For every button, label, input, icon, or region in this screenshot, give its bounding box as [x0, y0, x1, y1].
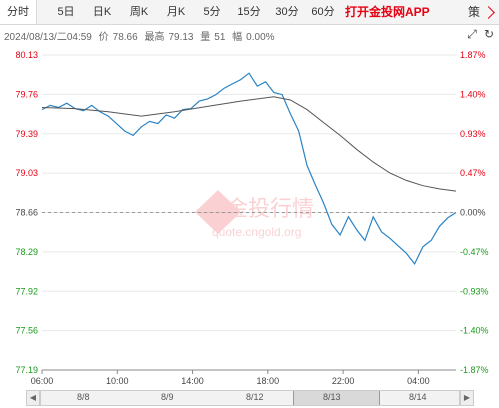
- average-line-series: [41, 96, 457, 192]
- volume-value: 51: [214, 32, 226, 43]
- navigator-label: 8/14: [409, 392, 427, 402]
- percent-tick-label: -0.93%: [460, 286, 489, 296]
- time-tick-label: 10:00: [106, 376, 129, 386]
- time-tick-label: 14:00: [181, 376, 204, 386]
- intraday-chart: 金投行情 quote.cngold.org 80.13 79.76 79.39 79.…: [15, 50, 489, 386]
- price-tick-label: 80.13: [15, 50, 38, 60]
- navigator-label: 8/9: [161, 392, 174, 402]
- period-tab-bar: 分时 5日 日K 周K 月K 5分 15分 30分 60分 打开金投网APP 策: [0, 0, 499, 25]
- watermark: 金投行情 quote.cngold.org: [195, 190, 314, 239]
- navigator-label: 8/8: [77, 392, 90, 402]
- grid-lines: [41, 54, 456, 374]
- navigator-label: 8/13: [323, 392, 341, 402]
- high-label: 最高: [144, 32, 165, 43]
- volume-label: 量: [200, 32, 211, 43]
- price-tick-label: 79.03: [15, 168, 38, 178]
- percent-tick-label: -1.40%: [460, 326, 489, 336]
- strategy-label[interactable]: 策: [468, 5, 481, 19]
- change-value: 0.00%: [246, 32, 275, 43]
- quote-datetime: 2024/08/13/二04:59: [4, 32, 92, 43]
- range-navigator[interactable]: 8/8 8/9 8/12 8/13 8/14: [40, 390, 460, 406]
- price-tick-label: 77.56: [15, 326, 38, 336]
- tab-daily-k[interactable]: 日K: [92, 6, 112, 18]
- percent-tick-label: 1.87%: [460, 50, 486, 60]
- change-label: 幅: [232, 32, 243, 43]
- percent-tick-label: -0.47%: [460, 247, 489, 257]
- refresh-icon[interactable]: ↻: [483, 27, 495, 41]
- price-tick-label: 78.29: [15, 247, 38, 257]
- price-line-series: [41, 72, 457, 266]
- time-axis: 06:00 10:00 14:00 18:00 22:00 04:00: [31, 376, 430, 386]
- time-tick-label: 18:00: [257, 376, 280, 386]
- price-tick-label: 77.92: [15, 286, 38, 296]
- navigator-left-button[interactable]: ◀: [26, 390, 40, 406]
- high-value: 79.13: [168, 32, 194, 43]
- tab-15-min[interactable]: 15分: [237, 6, 261, 18]
- navigator-right-button[interactable]: ▶: [460, 390, 474, 406]
- price-label: 价: [98, 32, 109, 43]
- navigator-label: 8/12: [246, 392, 264, 402]
- percent-tick-label: 0.47%: [460, 168, 486, 178]
- percent-tick-label: 1.40%: [460, 89, 486, 99]
- navigator-selection[interactable]: [293, 391, 380, 405]
- percent-tick-label: -1.87%: [460, 365, 489, 375]
- tab-5-day[interactable]: 5日: [57, 6, 75, 18]
- watermark-url: quote.cngold.org: [212, 225, 301, 239]
- quote-info-line: 2024/08/13/二04:59 价 78.66 最高 79.13 量 51 幅 0.…: [4, 28, 279, 43]
- time-tick-label: 06:00: [31, 376, 54, 386]
- open-app-link[interactable]: 打开金投网APP: [345, 5, 430, 19]
- tab-weekly-k[interactable]: 周K: [129, 6, 149, 18]
- tab-5-min[interactable]: 5分: [203, 6, 221, 18]
- percent-axis: 1.87% 1.40% 0.93% 0.47% 0.00% -0.47% -0.93% -1.…: [460, 50, 489, 375]
- tab-60-min[interactable]: 60分: [311, 6, 335, 18]
- fullscreen-icon[interactable]: ⤢: [467, 27, 477, 41]
- tab-30-min[interactable]: 30分: [275, 6, 299, 18]
- tab-intraday[interactable]: 分时: [0, 0, 37, 24]
- price-tick-label: 79.39: [15, 129, 38, 139]
- percent-tick-label: 0.93%: [460, 129, 486, 139]
- time-tick-label: 22:00: [332, 376, 355, 386]
- tab-monthly-k[interactable]: 月K: [166, 6, 186, 18]
- percent-tick-label: 0.00%: [460, 208, 486, 218]
- price-tick-label: 79.76: [15, 89, 38, 99]
- price-axis: 80.13 79.76 79.39 79.03 78.66 78.29 77.92 77.56…: [15, 50, 38, 375]
- chevron-right-icon[interactable]: [482, 6, 495, 19]
- price-tick-label: 77.19: [15, 365, 38, 375]
- price-value: 78.66: [112, 32, 138, 43]
- series-layer: [41, 72, 457, 266]
- price-tick-label: 78.66: [15, 208, 38, 218]
- time-tick-label: 04:00: [407, 376, 430, 386]
- watermark-brand: 金投行情: [226, 196, 314, 221]
